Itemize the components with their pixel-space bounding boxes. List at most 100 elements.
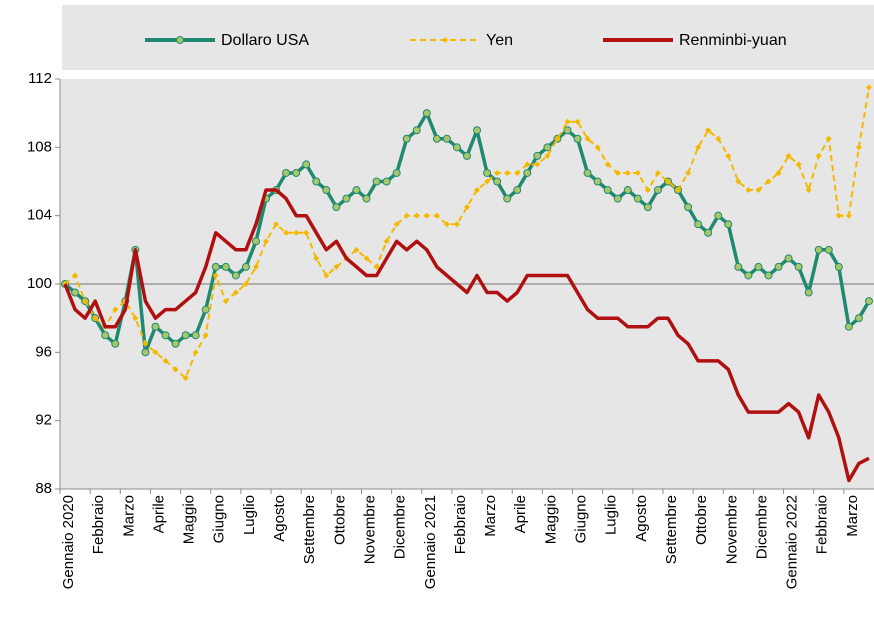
point	[222, 298, 229, 305]
point	[171, 339, 180, 348]
point	[172, 366, 179, 373]
x-tick-label: Febbraio	[814, 495, 831, 554]
point	[181, 331, 190, 340]
point	[132, 315, 139, 322]
y-tick-label: 88	[35, 480, 52, 497]
x-tick-label: Luglio	[603, 495, 620, 535]
point	[273, 221, 280, 228]
point	[442, 134, 451, 143]
point	[834, 262, 843, 271]
point	[332, 203, 341, 212]
point	[795, 161, 802, 168]
x-tick-label: Settembre	[663, 495, 680, 564]
point	[804, 288, 813, 297]
point	[765, 178, 772, 185]
point	[744, 271, 753, 280]
point	[393, 221, 400, 228]
point	[634, 169, 641, 176]
x-tick-label: Marzo	[844, 495, 861, 537]
legend-label: Yen	[486, 32, 513, 49]
point	[191, 331, 200, 340]
point	[554, 135, 561, 142]
point	[101, 331, 110, 340]
point	[263, 238, 270, 245]
point	[251, 237, 260, 246]
point	[544, 152, 551, 159]
x-tick-label: Febbraio	[90, 495, 107, 554]
point	[202, 332, 209, 339]
point	[452, 143, 461, 152]
point	[784, 254, 793, 263]
point	[705, 127, 712, 134]
x-tick-label: Settembre	[301, 495, 318, 564]
point	[604, 161, 611, 168]
point	[775, 169, 782, 176]
series-line	[63, 188, 870, 483]
point	[383, 238, 390, 245]
point	[684, 203, 693, 212]
point	[534, 161, 541, 168]
x-tick-label: Agosto	[271, 495, 288, 542]
point	[293, 229, 300, 236]
point	[815, 152, 822, 159]
point	[151, 322, 160, 331]
point	[402, 134, 411, 143]
point	[432, 134, 441, 143]
point	[342, 194, 351, 203]
point	[563, 126, 572, 135]
x-tick-label: Agosto	[633, 495, 650, 542]
legend-box	[62, 5, 874, 70]
point	[322, 186, 331, 195]
x-tick-label: Giugno	[573, 495, 590, 543]
point	[283, 229, 290, 236]
point	[734, 262, 743, 271]
point	[112, 306, 119, 313]
point	[221, 262, 230, 271]
y-tick-label: 112	[28, 70, 52, 87]
point	[854, 314, 863, 323]
x-tick-label: Gennaio 2020	[60, 495, 77, 589]
point	[422, 109, 431, 118]
x-tick-label: Marzo	[120, 495, 137, 537]
y-tick-label: 92	[35, 412, 52, 429]
x-tick-label: Maggio	[181, 495, 198, 544]
point	[353, 246, 360, 253]
point	[715, 135, 722, 142]
point	[463, 151, 471, 160]
point	[594, 144, 601, 151]
point	[614, 169, 621, 176]
point	[725, 152, 732, 159]
x-tick-label: Aprile	[512, 495, 529, 533]
point	[694, 220, 703, 229]
point	[704, 228, 713, 237]
point	[774, 262, 783, 271]
point	[302, 160, 311, 169]
point	[92, 315, 99, 322]
point	[844, 322, 853, 331]
point	[864, 297, 873, 306]
point	[583, 168, 592, 177]
legend-label: Renminbi-yuan	[679, 32, 787, 49]
point	[372, 177, 381, 186]
point	[825, 135, 832, 142]
point	[814, 245, 823, 254]
point	[584, 135, 591, 142]
point	[192, 349, 199, 356]
point	[362, 194, 371, 203]
point	[685, 169, 692, 176]
point	[252, 263, 259, 270]
y-tick-label: 100	[27, 275, 52, 292]
x-tick-label: Ottobre	[693, 495, 710, 545]
point	[613, 194, 622, 203]
point	[494, 169, 501, 176]
point	[412, 126, 421, 135]
point	[373, 263, 380, 270]
point	[524, 161, 531, 168]
point	[805, 187, 812, 194]
point	[824, 245, 833, 254]
x-tick-label: Novembre	[723, 495, 740, 564]
point	[564, 118, 571, 125]
point	[352, 186, 361, 195]
x-tick-label: Febbraio	[452, 495, 469, 554]
